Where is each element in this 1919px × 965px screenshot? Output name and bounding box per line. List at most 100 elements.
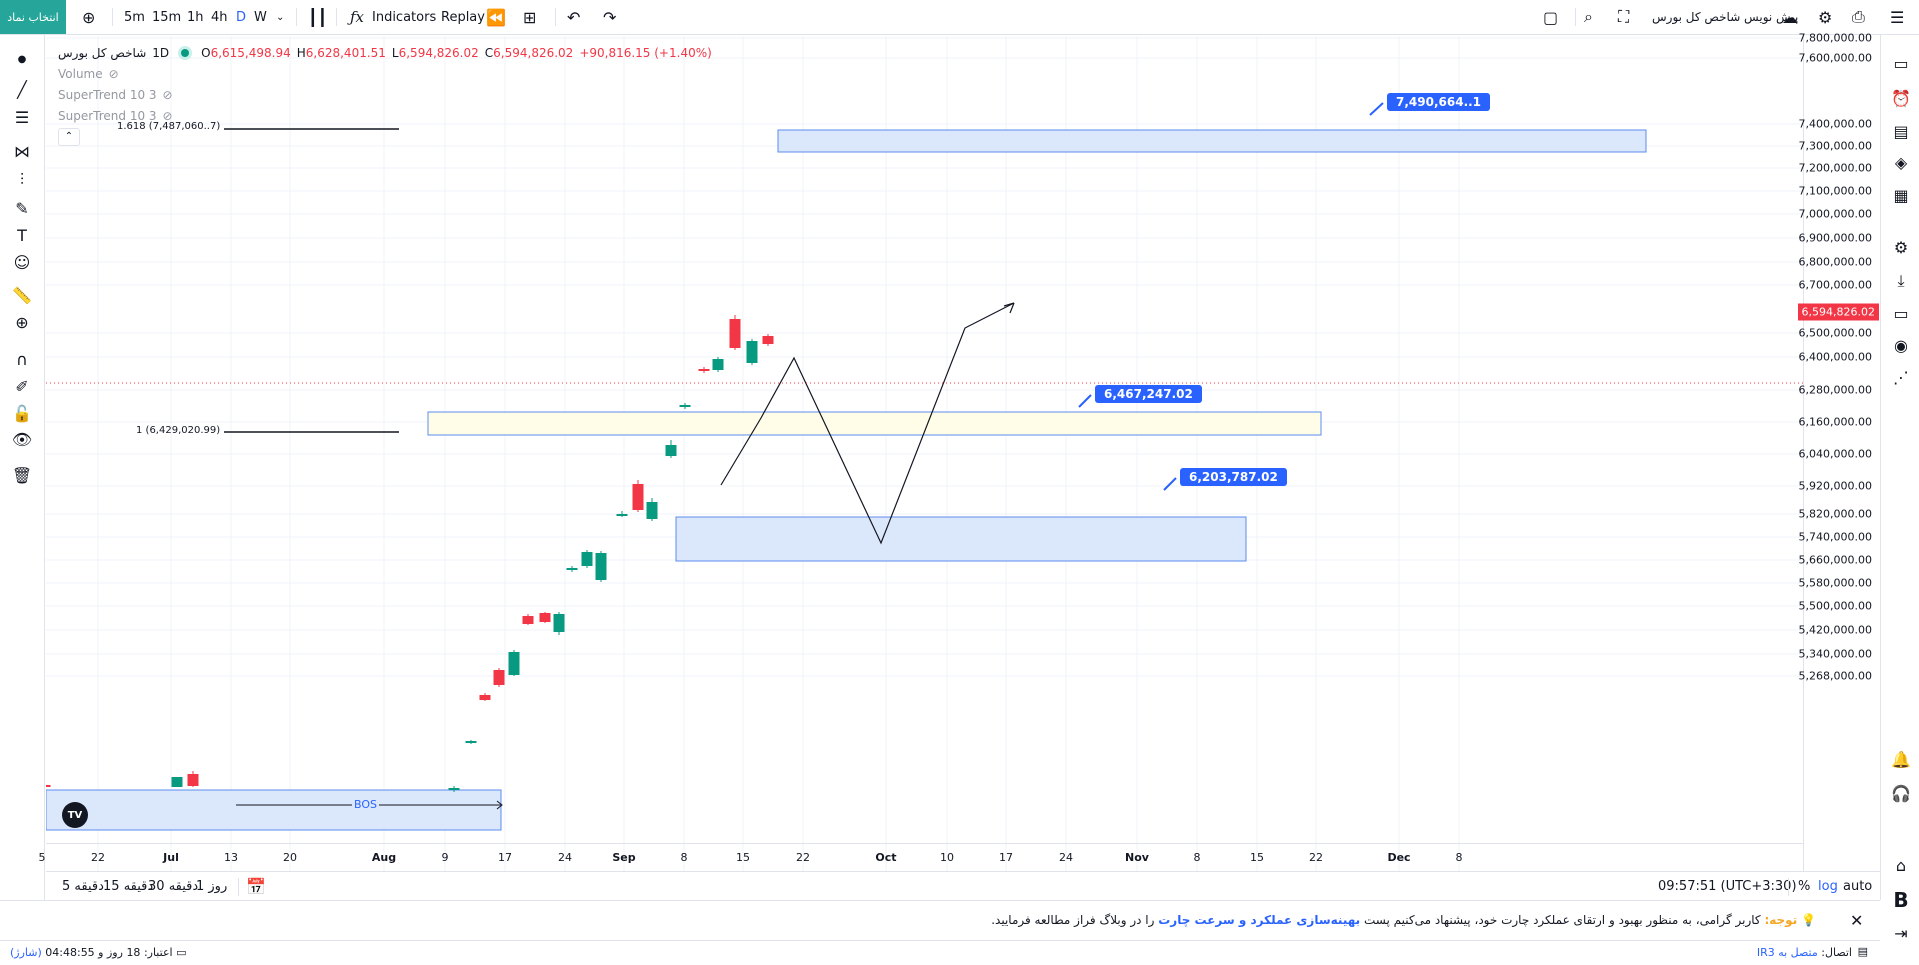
legend-volume[interactable]: Volume xyxy=(58,66,103,81)
timeframe-5m[interactable]: 5m xyxy=(124,9,145,25)
brand-b-icon[interactable]: B xyxy=(1893,888,1909,912)
candle-down xyxy=(522,616,534,624)
legend-supertrend-1[interactable]: SuperTrend 10 3 xyxy=(58,87,157,102)
indicators-button[interactable]: Indicators xyxy=(372,9,437,25)
time-tick-label: Dec xyxy=(1387,851,1411,864)
layouts-icon[interactable]: ⊞ xyxy=(523,7,537,27)
chevron-down-icon[interactable]: ⌄ xyxy=(276,11,285,23)
user-icon[interactable]: ◉ xyxy=(1894,335,1908,355)
tradingview-logo[interactable]: TV xyxy=(62,802,88,828)
text-icon[interactable]: T xyxy=(17,225,27,245)
pattern-icon[interactable]: ⋈ xyxy=(14,141,30,161)
quick-search-icon[interactable]: ⌕ xyxy=(1584,7,1593,26)
fullscreen-box-icon[interactable]: ▢ xyxy=(1543,7,1559,27)
range-1day[interactable]: 1 روز xyxy=(196,879,228,894)
ohlc-open: 6,615,498.94 xyxy=(210,45,291,60)
settings-icon[interactable]: ⚙ xyxy=(1818,7,1833,27)
timeframe-w[interactable]: W xyxy=(254,9,267,25)
range-15min[interactable]: 15 دقیقه xyxy=(103,879,154,894)
recharge-link[interactable]: (شارژ) xyxy=(10,946,42,959)
candle-down xyxy=(46,785,51,787)
legend-symbol[interactable]: شاخص کل بورس xyxy=(58,45,147,60)
layers-icon[interactable]: ◈ xyxy=(1894,152,1908,172)
lock-icon[interactable]: 🔓 xyxy=(12,403,32,423)
projection-icon[interactable]: ⫶ xyxy=(19,170,24,189)
settings-gear-icon[interactable]: ⚙ xyxy=(1893,237,1909,257)
horizontal-lines-icon[interactable]: ☰ xyxy=(14,107,30,127)
headset-icon[interactable]: 🎧 xyxy=(1891,783,1911,803)
drawing-toolbar: ● ╱ ☰ ⋈ ⫶ ✎ T ☺ 📏 ⊕ ∩ ✐ 🔓 👁 🗑 xyxy=(0,35,45,900)
ruler-icon[interactable]: 📏 xyxy=(12,285,32,305)
trend-line-icon[interactable]: ╱ xyxy=(17,79,27,99)
undo-icon[interactable]: ↶ xyxy=(567,7,581,27)
price-tick-label: 6,700,000.00 xyxy=(1798,278,1872,292)
auto-toggle[interactable]: auto xyxy=(1843,879,1873,894)
camera-icon[interactable]: ⎙ xyxy=(1852,7,1865,26)
card-icon[interactable]: ▭ xyxy=(1893,303,1909,323)
emoji-icon[interactable]: ☺ xyxy=(13,252,31,272)
callout-low-price[interactable]: 6,203,787.02 xyxy=(1180,468,1287,486)
connection-info: اتصال: متصل به IR3 xyxy=(1757,946,1852,959)
cloud-save-icon[interactable]: ☁ xyxy=(1782,7,1798,27)
price-axis[interactable]: 7,800,000.00 7,600,000.00 7,400,000.00 7,30… xyxy=(1797,32,1880,871)
candles-icon[interactable]: ┃┃ xyxy=(308,7,328,27)
stay-drawing-icon[interactable]: ✐ xyxy=(15,376,29,396)
time-tick-label: 22 xyxy=(1309,851,1323,864)
replay-button[interactable]: Replay xyxy=(441,9,485,25)
time-tick-label: Sep xyxy=(612,851,636,864)
log-toggle[interactable]: log xyxy=(1818,879,1838,894)
price-tick-label: 6,400,000.00 xyxy=(1798,350,1872,364)
symbol-search-button[interactable]: انتخاب نماد xyxy=(0,0,66,34)
time-axis[interactable]: 5 22 Jul 13 20 Aug 9 17 24 Sep 8 15 22 Oct 10 17 24 Nov 8 1… xyxy=(39,843,1803,871)
menu-icon[interactable]: ☰ xyxy=(1890,7,1905,27)
eye-off-icon[interactable]: ⊘ xyxy=(162,108,173,123)
projection-path[interactable] xyxy=(720,302,1015,545)
crosshair-icon[interactable]: ● xyxy=(17,53,27,65)
clock-label[interactable]: 09:57:51 (UTC+3:30) xyxy=(1658,879,1797,894)
price-tick-label: 5,820,000.00 xyxy=(1798,507,1872,521)
candles-layer xyxy=(46,315,774,792)
home-icon[interactable]: ⌂ xyxy=(1895,855,1907,875)
callout-mid-price[interactable]: 6,467,247.02 xyxy=(1095,385,1202,403)
percent-toggle[interactable]: % xyxy=(1798,879,1811,894)
indicators-icon[interactable]: ƒx xyxy=(350,8,365,26)
zoom-in-icon[interactable]: ⊕ xyxy=(15,312,29,332)
time-tick-label: 17 xyxy=(498,851,512,864)
add-symbol-icon[interactable]: ⊕ xyxy=(82,7,96,27)
chart-name-label[interactable]: پیش نویس شاخص کل بورس xyxy=(1652,10,1799,24)
magnet-icon[interactable]: ∩ xyxy=(16,349,28,369)
fullscreen-icon[interactable]: ⛶ xyxy=(1618,7,1630,26)
notice-link[interactable]: بهینه‌سازی عملکرد و سرعت چارت xyxy=(1158,913,1361,927)
timeframe-15m[interactable]: 15m xyxy=(152,9,182,25)
watchlist-icon[interactable]: ▭ xyxy=(1893,53,1909,73)
eye-icon[interactable]: 👁 xyxy=(11,429,33,449)
bell-icon[interactable]: 🔔 xyxy=(1891,749,1911,769)
share-icon[interactable]: ⋰ xyxy=(1893,367,1909,387)
eye-off-icon[interactable]: ⊘ xyxy=(108,66,119,81)
o-label: O xyxy=(201,45,211,60)
alarm-icon[interactable]: ⏰ xyxy=(1891,88,1911,108)
legend-collapse-icon[interactable]: ⌃ xyxy=(58,127,80,146)
callout-mid-pointer xyxy=(1078,394,1092,408)
timeframe-4h[interactable]: 4h xyxy=(211,9,228,25)
time-tick-label: Aug xyxy=(371,851,397,864)
range-5min[interactable]: 5 دقیقه xyxy=(62,879,104,894)
legend-supertrend-2[interactable]: SuperTrend 10 3 xyxy=(58,108,157,123)
timeframe-1h[interactable]: 1h xyxy=(187,9,204,25)
brush-icon[interactable]: ✎ xyxy=(15,198,29,218)
close-icon[interactable]: ✕ xyxy=(1850,911,1864,930)
chart-canvas[interactable] xyxy=(46,36,1803,871)
timeframe-d[interactable]: D xyxy=(236,9,247,25)
trash-icon[interactable]: 🗑 xyxy=(11,465,33,485)
ohlc-change: +90,816.15 (+1.40%) xyxy=(579,45,712,60)
exit-icon[interactable]: ⇥ xyxy=(1894,923,1908,943)
callout-top-price[interactable]: 7,490,664..1 xyxy=(1387,93,1491,111)
replay-icon[interactable]: ⏪ xyxy=(486,7,506,27)
date-range-icon[interactable]: 📅 xyxy=(246,877,266,896)
download-icon[interactable]: ⤓ xyxy=(1897,271,1905,290)
notes-icon[interactable]: ▤ xyxy=(1893,121,1909,141)
chart-pane[interactable]: 1.618 (7,487,060..7) 1 (6,429,020.99) 7,… xyxy=(46,36,1803,871)
news-icon[interactable]: ▦ xyxy=(1893,185,1909,205)
range-30min[interactable]: 30 دقیقه xyxy=(148,879,199,894)
eye-off-icon[interactable]: ⊘ xyxy=(162,87,173,102)
